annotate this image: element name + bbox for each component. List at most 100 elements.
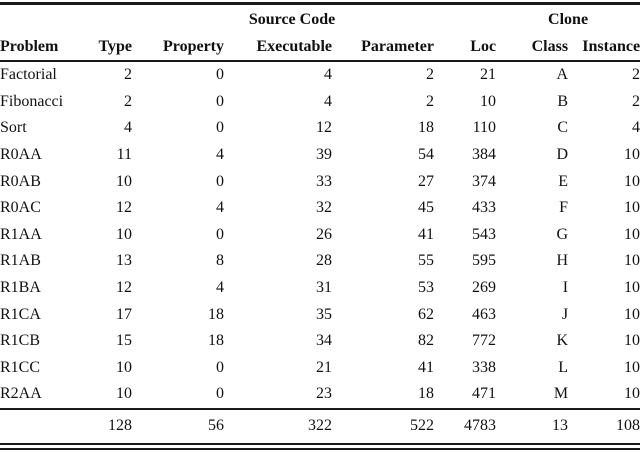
table-row: R0AB 10 0 33 27 374 E 10 xyxy=(0,168,640,195)
column-header-property: Property xyxy=(132,34,224,62)
table-cell-property: 0 xyxy=(216,172,224,190)
table-cell-instance: 2 xyxy=(632,92,640,110)
table-cell-type: 13 xyxy=(116,252,132,270)
column-group-clone: Clone xyxy=(548,10,589,28)
table-cell-parameter: 45 xyxy=(418,199,434,217)
table-cell-loc: 772 xyxy=(472,332,497,350)
table-cell-problem: R1BA xyxy=(0,279,41,297)
table-cell-type: 11 xyxy=(116,146,132,164)
table-cell-instance: 10 xyxy=(624,225,640,243)
table-cell-executable: 33 xyxy=(316,172,332,190)
table-cell-loc: 10 xyxy=(480,92,497,110)
table-cell-executable: 23 xyxy=(316,385,332,403)
table-cell-problem: R0AC xyxy=(0,199,41,217)
table-cell-instance: 10 xyxy=(624,332,640,350)
table-cell-class: L xyxy=(558,358,569,376)
totals-instance-cell: 108 xyxy=(568,407,640,447)
table-row: R0AC 12 4 32 45 433 F 10 xyxy=(0,195,640,222)
table-cell-class: I xyxy=(562,279,569,297)
table-cell-class: F xyxy=(559,199,569,217)
table-cell-instance: 4 xyxy=(632,119,640,137)
table-cell-problem: Factorial xyxy=(0,66,57,84)
table-body: Factorial 2 0 4 2 21 A 2 Fibonacci 2 0 4 2 10 B 2 Sort 4 0… xyxy=(0,61,640,409)
table-cell-parameter: 53 xyxy=(418,279,434,297)
table-header: Source Code Clone Problem Type Property … xyxy=(0,4,640,62)
table-cell-type: 10 xyxy=(116,172,132,190)
table-cell-problem: Sort xyxy=(0,119,27,137)
table-cell-instance: 10 xyxy=(624,172,640,190)
table-row: Factorial 2 0 4 2 21 A 2 xyxy=(0,61,640,89)
table-cell-executable: 32 xyxy=(316,199,332,217)
table-cell-property: 4 xyxy=(216,199,224,217)
table-cell-property: 0 xyxy=(216,385,224,403)
column-group-row: Source Code Clone xyxy=(0,4,640,35)
table-cell-parameter: 41 xyxy=(418,358,434,376)
table-cell-parameter: 2 xyxy=(426,92,434,110)
table-cell-class: H xyxy=(556,252,569,270)
table-cell-parameter: 18 xyxy=(418,119,434,137)
table-cell-class: A xyxy=(556,66,569,84)
table-cell-property: 18 xyxy=(208,332,224,350)
table-cell-class: M xyxy=(553,385,569,403)
table-cell-type: 4 xyxy=(124,119,132,137)
table-cell-executable: 39 xyxy=(316,146,332,164)
table-cell-instance: 10 xyxy=(624,252,640,270)
table-cell-loc: 374 xyxy=(472,172,497,190)
table-cell-executable: 26 xyxy=(316,225,332,243)
totals-class-cell: 13 xyxy=(496,407,569,447)
column-header-class: Class xyxy=(496,34,569,62)
table-cell-property: 0 xyxy=(216,358,224,376)
table-row: R1BA 12 4 31 53 269 I 10 xyxy=(0,275,640,302)
table-cell-property: 4 xyxy=(216,279,224,297)
table-cell-parameter: 55 xyxy=(418,252,434,270)
table-row: Fibonacci 2 0 4 2 10 B 2 xyxy=(0,89,640,116)
totals-problem-cell xyxy=(0,407,88,447)
table-cell-executable: 31 xyxy=(316,279,332,297)
table-row: R1CA 17 18 35 62 463 J 10 xyxy=(0,301,640,328)
table-cell-loc: 543 xyxy=(472,225,497,243)
table-cell-loc: 384 xyxy=(472,146,497,164)
table-cell-loc: 463 xyxy=(472,305,497,323)
table-row: R1AB 13 8 28 55 595 H 10 xyxy=(0,248,640,275)
totals-executable-cell: 322 xyxy=(224,407,332,447)
table-cell-parameter: 82 xyxy=(418,332,434,350)
totals-parameter-cell: 522 xyxy=(332,407,434,447)
table-cell-property: 4 xyxy=(216,146,224,164)
table-cell-type: 17 xyxy=(116,305,132,323)
table-cell-loc: 269 xyxy=(472,279,497,297)
table-cell-type: 2 xyxy=(124,66,132,84)
table-cell-instance: 10 xyxy=(624,385,640,403)
table-cell-problem: R1AB xyxy=(0,252,41,270)
table-cell-property: 0 xyxy=(216,92,224,110)
table-cell-problem: R0AB xyxy=(0,172,41,190)
table-cell-problem: R1AA xyxy=(0,225,42,243)
table-cell-class: K xyxy=(556,332,569,350)
column-header-loc: Loc xyxy=(434,34,497,62)
column-header-executable: Executable xyxy=(224,34,332,62)
table-cell-executable: 34 xyxy=(316,332,332,350)
table-row: R0AA 11 4 39 54 384 D 10 xyxy=(0,142,640,169)
table-cell-type: 12 xyxy=(116,279,132,297)
column-header-type: Type xyxy=(88,34,132,62)
table-cell-class: J xyxy=(561,305,569,323)
table-cell-parameter: 27 xyxy=(418,172,434,190)
table-cell-parameter: 54 xyxy=(418,146,434,164)
table-cell-class: D xyxy=(556,146,569,164)
table-cell-type: 10 xyxy=(116,385,132,403)
table-cell-property: 18 xyxy=(208,305,224,323)
column-header-parameter: Parameter xyxy=(332,34,434,62)
table-row: Sort 4 0 12 18 110 C 4 xyxy=(0,115,640,142)
table-cell-problem: Fibonacci xyxy=(0,92,64,110)
table-cell-loc: 471 xyxy=(472,385,497,403)
table-cell-problem: R1CC xyxy=(0,358,41,376)
table-cell-executable: 4 xyxy=(324,66,332,84)
table-cell-loc: 433 xyxy=(472,199,497,217)
table-row: R1CB 15 18 34 82 772 K 10 xyxy=(0,328,640,355)
group-empty-cell xyxy=(0,4,88,35)
table-cell-instance: 10 xyxy=(624,305,640,323)
table-cell-instance: 10 xyxy=(624,279,640,297)
table-cell-executable: 35 xyxy=(316,305,332,323)
table-cell-class: G xyxy=(556,225,569,243)
table-cell-loc: 595 xyxy=(472,252,497,270)
